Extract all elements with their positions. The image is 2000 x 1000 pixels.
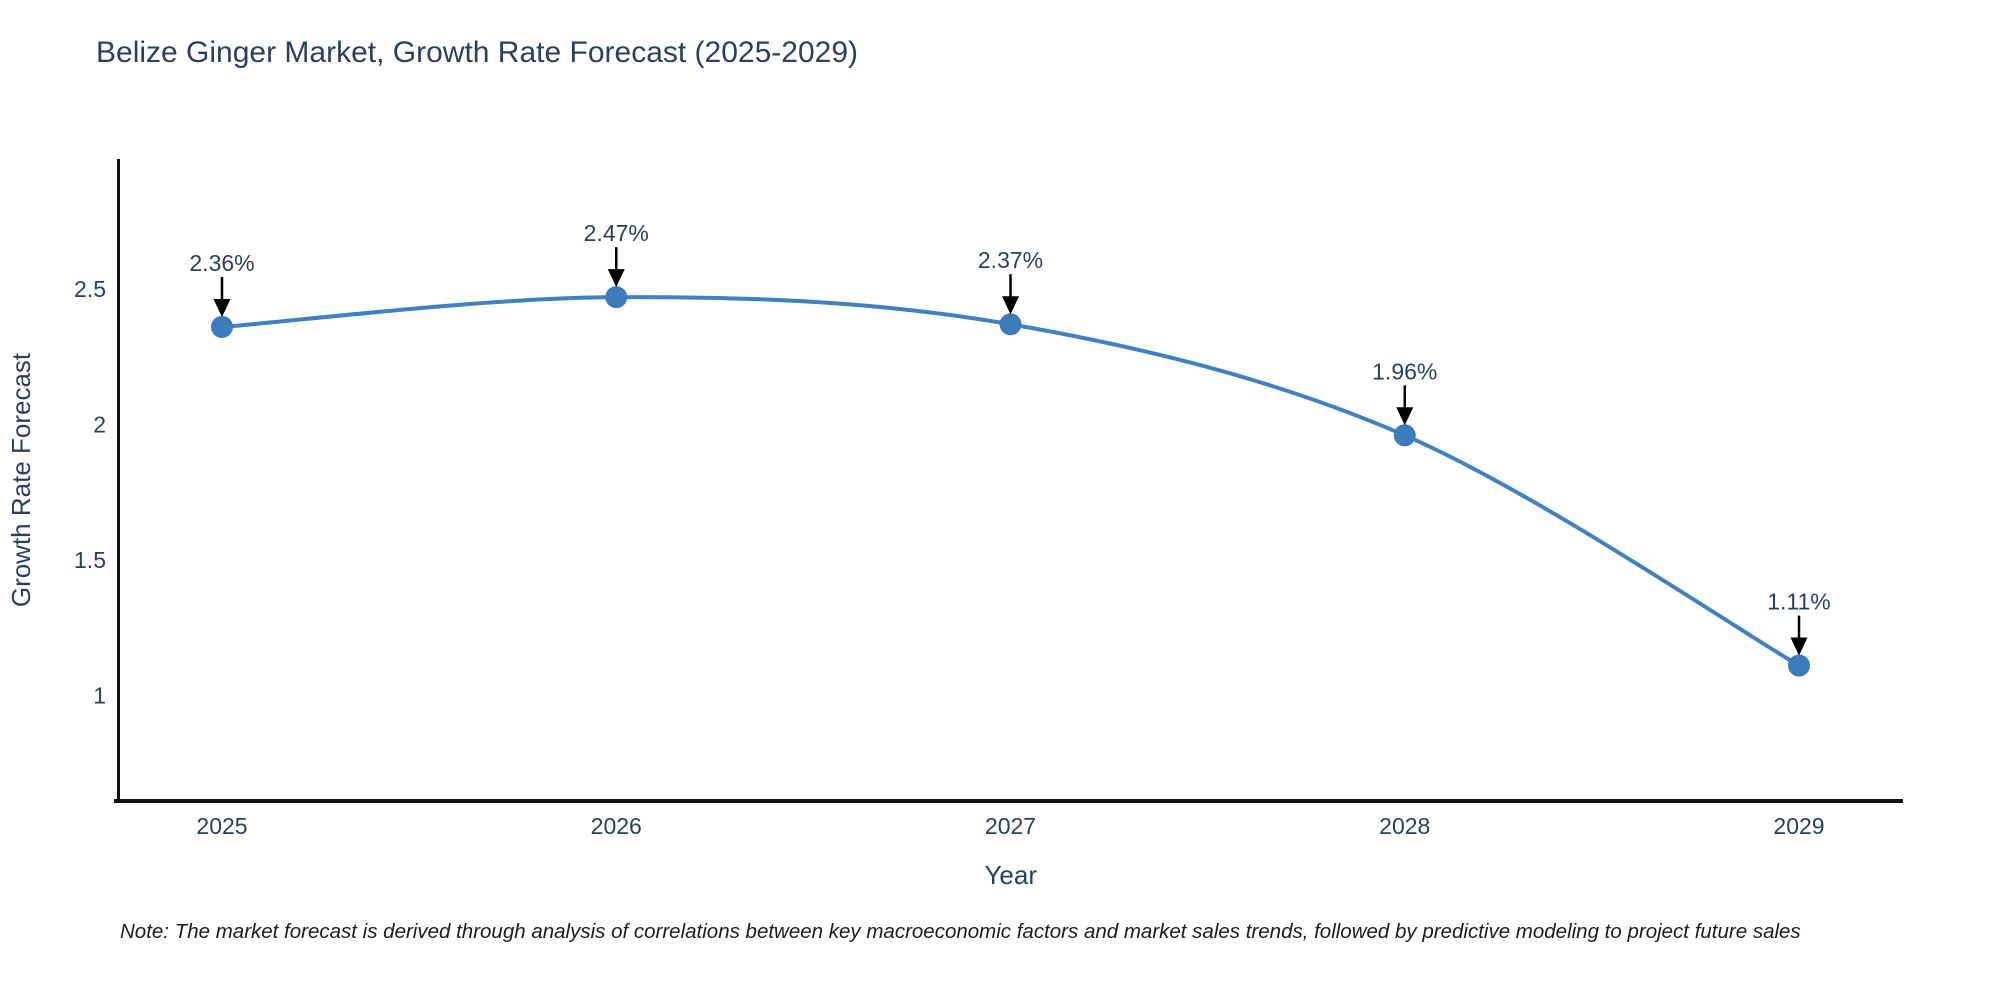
y-tick-label: 2 [93, 411, 106, 437]
x-axis-title: Year [984, 860, 1037, 890]
x-tick-label: 2026 [591, 813, 642, 839]
y-tick-label: 1 [93, 682, 106, 708]
series-line [220, 295, 1801, 668]
annotation-arrowhead [1790, 637, 1808, 656]
annotation-arrowhead [213, 298, 231, 317]
x-tick-label: 2029 [1773, 813, 1824, 839]
annotation-label: 2.37% [978, 247, 1043, 273]
y-tick-label: 1.5 [74, 547, 106, 573]
annotation-label: 1.11% [1767, 589, 1831, 615]
annotation-arrowhead [607, 269, 625, 288]
x-tick-label: 2025 [196, 813, 247, 839]
footnote: Note: The market forecast is derived thr… [120, 920, 1801, 943]
y-tick-label: 2.5 [74, 276, 106, 302]
x-tick-label: 2028 [1379, 813, 1430, 839]
annotation-label: 1.96% [1372, 358, 1437, 384]
data-point-marker [1788, 654, 1810, 677]
annotation-label: 2.47% [584, 220, 649, 246]
y-axis-title: Growth Rate Forecast [6, 352, 36, 607]
data-point-marker [999, 313, 1022, 336]
data-point-marker [605, 286, 628, 309]
annotation-arrowhead [1396, 407, 1414, 426]
annotation-label: 2.36% [189, 250, 254, 276]
chart-title: Belize Ginger Market, Growth Rate Foreca… [96, 36, 858, 69]
data-point-marker [1393, 424, 1416, 447]
data-point-marker [211, 315, 233, 338]
annotation-arrowhead [1002, 296, 1019, 315]
x-tick-label: 2027 [985, 813, 1036, 839]
